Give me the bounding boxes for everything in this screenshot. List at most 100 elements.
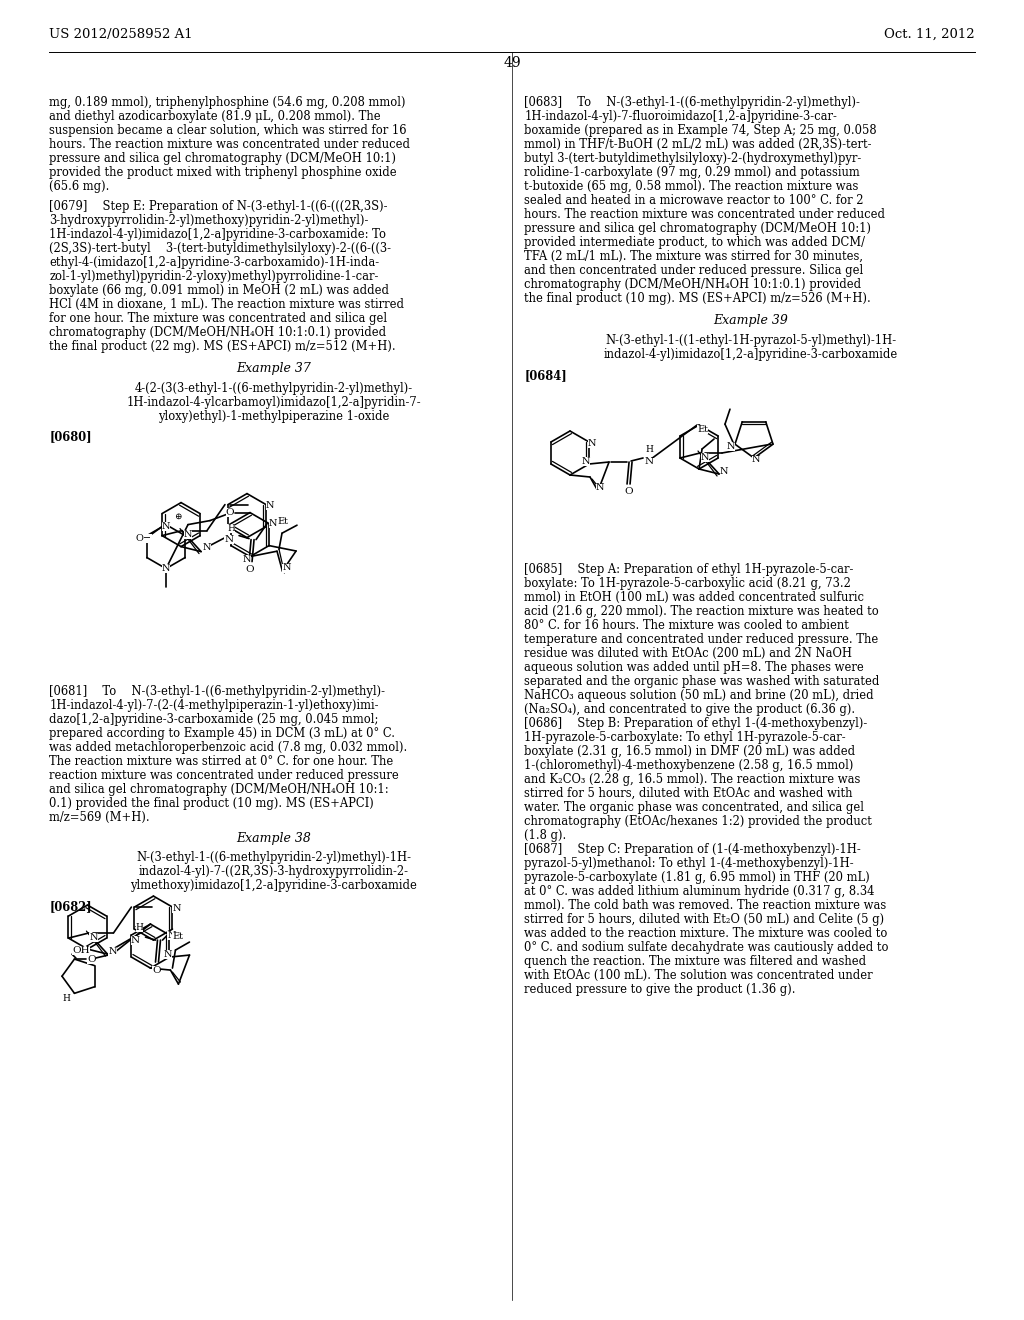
Text: the final product (10 mg). MS (ES+APCI) m/z=526 (M+H).: the final product (10 mg). MS (ES+APCI) … [524, 292, 871, 305]
Text: 1H-pyrazole-5-carboxylate: To ethyl 1H-pyrazole-5-car-: 1H-pyrazole-5-carboxylate: To ethyl 1H-p… [524, 731, 846, 744]
Text: [0685]  Step A: Preparation of ethyl 1H-pyrazole-5-car-: [0685] Step A: Preparation of ethyl 1H-p… [524, 564, 854, 576]
Text: ⊕: ⊕ [174, 512, 181, 521]
Text: 4-(2-(3(3-ethyl-1-((6-methylpyridin-2-yl)methyl)-: 4-(2-(3(3-ethyl-1-((6-methylpyridin-2-yl… [134, 381, 413, 395]
Text: [0683]  To  N-(3-ethyl-1-((6-methylpyridin-2-yl)methyl)-: [0683] To N-(3-ethyl-1-((6-methylpyridin… [524, 96, 860, 110]
Text: 49: 49 [503, 55, 521, 70]
Text: reaction mixture was concentrated under reduced pressure: reaction mixture was concentrated under … [49, 768, 399, 781]
Text: and then concentrated under reduced pressure. Silica gel: and then concentrated under reduced pres… [524, 264, 863, 277]
Text: separated and the organic phase was washed with saturated: separated and the organic phase was wash… [524, 675, 880, 688]
Text: with EtOAc (100 mL). The solution was concentrated under: with EtOAc (100 mL). The solution was co… [524, 969, 872, 982]
Text: [0687]  Step C: Preparation of (1-(4-methoxybenzyl)-1H-: [0687] Step C: Preparation of (1-(4-meth… [524, 843, 861, 855]
Text: N-(3-ethyl-1-((6-methylpyridin-2-yl)methyl)-1H-: N-(3-ethyl-1-((6-methylpyridin-2-yl)meth… [136, 851, 411, 865]
Text: pressure and silica gel chromatography (DCM/MeOH 10:1): pressure and silica gel chromatography (… [49, 152, 396, 165]
Text: at 0° C. was added lithium aluminum hydride (0.317 g, 8.34: at 0° C. was added lithium aluminum hydr… [524, 884, 874, 898]
Text: [0681]  To  N-(3-ethyl-1-((6-methylpyridin-2-yl)methyl)-: [0681] To N-(3-ethyl-1-((6-methylpyridin… [49, 685, 385, 697]
Text: sealed and heated in a microwave reactor to 100° C. for 2: sealed and heated in a microwave reactor… [524, 194, 864, 207]
Text: 1H-indazol-4-yl)imidazo[1,2-a]pyridine-3-carboxamide: To: 1H-indazol-4-yl)imidazo[1,2-a]pyridine-3… [49, 227, 386, 240]
Text: and silica gel chromatography (DCM/MeOH/NH₄OH 10:1:: and silica gel chromatography (DCM/MeOH/… [49, 783, 389, 796]
Text: N: N [582, 457, 590, 466]
Text: N: N [266, 502, 274, 510]
Text: NaHCO₃ aqueous solution (50 mL) and brine (20 mL), dried: NaHCO₃ aqueous solution (50 mL) and brin… [524, 689, 873, 702]
Text: yloxy)ethyl)-1-methylpiperazine 1-oxide: yloxy)ethyl)-1-methylpiperazine 1-oxide [158, 409, 389, 422]
Text: N: N [727, 442, 735, 450]
Text: dazo[1,2-a]pyridine-3-carboxamide (25 mg, 0.045 mmol;: dazo[1,2-a]pyridine-3-carboxamide (25 mg… [49, 713, 379, 726]
Text: [0680]: [0680] [49, 430, 92, 444]
Text: indazol-4-yl)imidazo[1,2-a]pyridine-3-carboxamide: indazol-4-yl)imidazo[1,2-a]pyridine-3-ca… [603, 348, 898, 360]
Text: N: N [172, 904, 181, 912]
Text: N: N [224, 535, 233, 544]
Text: O: O [225, 508, 234, 517]
Text: was added to the reaction mixture. The mixture was cooled to: was added to the reaction mixture. The m… [524, 927, 888, 940]
Text: H: H [135, 923, 143, 932]
Text: N: N [163, 949, 172, 958]
Text: N: N [109, 946, 117, 956]
Text: mg, 0.189 mmol), triphenylphosphine (54.6 mg, 0.208 mmol): mg, 0.189 mmol), triphenylphosphine (54.… [49, 96, 406, 110]
Text: zol-1-yl)methyl)pyridin-2-yloxy)methyl)pyrrolidine-1-car-: zol-1-yl)methyl)pyridin-2-yloxy)methyl)p… [49, 269, 379, 282]
Text: Example 37: Example 37 [236, 362, 311, 375]
Text: N-(3-ethyl-1-((1-ethyl-1H-pyrazol-5-yl)methyl)-1H-: N-(3-ethyl-1-((1-ethyl-1H-pyrazol-5-yl)m… [605, 334, 896, 347]
Text: chromatography (EtOAc/hexanes 1:2) provided the product: chromatography (EtOAc/hexanes 1:2) provi… [524, 814, 872, 828]
Text: mmol). The cold bath was removed. The reaction mixture was: mmol). The cold bath was removed. The re… [524, 899, 887, 912]
Text: [0686]  Step B: Preparation of ethyl 1-(4-methoxybenzyl)-: [0686] Step B: Preparation of ethyl 1-(4… [524, 717, 867, 730]
Text: ethyl-4-(imidazo[1,2-a]pyridine-3-carboxamido)-1H-inda-: ethyl-4-(imidazo[1,2-a]pyridine-3-carbox… [49, 256, 379, 268]
Text: ylmethoxy)imidazo[1,2-a]pyridine-3-carboxamide: ylmethoxy)imidazo[1,2-a]pyridine-3-carbo… [130, 879, 417, 892]
Text: H: H [645, 445, 653, 454]
Text: provided intermediate product, to which was added DCM/: provided intermediate product, to which … [524, 236, 865, 249]
Text: N: N [203, 543, 211, 552]
Text: [0679]  Step E: Preparation of N-(3-ethyl-1-((6-(((2R,3S)-: [0679] Step E: Preparation of N-(3-ethyl… [49, 199, 388, 213]
Text: 1H-indazol-4-ylcarbamoyl)imidazo[1,2-a]pyridin-7-: 1H-indazol-4-ylcarbamoyl)imidazo[1,2-a]p… [126, 396, 421, 409]
Text: N: N [700, 453, 710, 462]
Text: was added metachloroperbenzoic acid (7.8 mg, 0.032 mmol).: was added metachloroperbenzoic acid (7.8… [49, 741, 408, 754]
Text: N: N [588, 438, 596, 447]
Text: reduced pressure to give the product (1.36 g).: reduced pressure to give the product (1.… [524, 983, 796, 997]
Text: and diethyl azodicarboxylate (81.9 μL, 0.208 mmol). The: and diethyl azodicarboxylate (81.9 μL, 0… [49, 110, 381, 123]
Text: boxylate: To 1H-pyrazole-5-carboxylic acid (8.21 g, 73.2: boxylate: To 1H-pyrazole-5-carboxylic ac… [524, 577, 851, 590]
Text: stirred for 5 hours, diluted with Et₂O (50 mL) and Celite (5 g): stirred for 5 hours, diluted with Et₂O (… [524, 913, 885, 927]
Text: Example 38: Example 38 [236, 832, 311, 845]
Text: provided the product mixed with triphenyl phosphine oxide: provided the product mixed with tripheny… [49, 166, 396, 180]
Text: temperature and concentrated under reduced pressure. The: temperature and concentrated under reduc… [524, 634, 879, 645]
Text: Et: Et [172, 932, 183, 941]
Text: 1-(chloromethyl)-4-methoxybenzene (2.58 g, 16.5 mmol): 1-(chloromethyl)-4-methoxybenzene (2.58 … [524, 759, 854, 772]
Text: [0684]: [0684] [524, 370, 567, 381]
Text: N: N [162, 564, 170, 573]
Text: 0° C. and sodium sulfate decahydrate was cautiously added to: 0° C. and sodium sulfate decahydrate was… [524, 941, 889, 954]
Text: chromatography (DCM/MeOH/NH₄OH 10:1:0.1) provided: chromatography (DCM/MeOH/NH₄OH 10:1:0.1)… [49, 326, 386, 339]
Text: 0.1) provided the final product (10 mg). MS (ES+APCI): 0.1) provided the final product (10 mg).… [49, 796, 374, 809]
Text: aqueous solution was added until pH=8. The phases were: aqueous solution was added until pH=8. T… [524, 661, 864, 675]
Text: N: N [167, 931, 176, 940]
Text: chromatography (DCM/MeOH/NH₄OH 10:1:0.1) provided: chromatography (DCM/MeOH/NH₄OH 10:1:0.1)… [524, 279, 861, 290]
Text: N: N [752, 455, 760, 465]
Text: US 2012/0258952 A1: US 2012/0258952 A1 [49, 28, 193, 41]
Text: O: O [625, 487, 634, 496]
Text: N: N [644, 458, 653, 466]
Text: O: O [87, 954, 96, 964]
Text: (1.8 g).: (1.8 g). [524, 829, 566, 842]
Text: N: N [720, 466, 728, 475]
Text: and K₂CO₃ (2.28 g, 16.5 mmol). The reaction mixture was: and K₂CO₃ (2.28 g, 16.5 mmol). The react… [524, 774, 860, 785]
Text: N: N [269, 519, 278, 528]
Text: The reaction mixture was stirred at 0° C. for one hour. The: The reaction mixture was stirred at 0° C… [49, 755, 393, 768]
Text: mmol) in THF/t-BuOH (2 mL/2 mL) was added (2R,3S)-tert-: mmol) in THF/t-BuOH (2 mL/2 mL) was adde… [524, 139, 871, 150]
Text: stirred for 5 hours, diluted with EtOAc and washed with: stirred for 5 hours, diluted with EtOAc … [524, 787, 853, 800]
Text: boxylate (2.31 g, 16.5 mmol) in DMF (20 mL) was added: boxylate (2.31 g, 16.5 mmol) in DMF (20 … [524, 744, 855, 758]
Text: N: N [283, 564, 291, 573]
Text: rolidine-1-carboxylate (97 mg, 0.29 mmol) and potassium: rolidine-1-carboxylate (97 mg, 0.29 mmol… [524, 166, 860, 180]
Text: acid (21.6 g, 220 mmol). The reaction mixture was heated to: acid (21.6 g, 220 mmol). The reaction mi… [524, 605, 879, 618]
Text: boxamide (prepared as in Example 74, Step A; 25 mg, 0.058: boxamide (prepared as in Example 74, Ste… [524, 124, 877, 137]
Text: 1H-indazol-4-yl)-7-fluoroimidazo[1,2-a]pyridine-3-car-: 1H-indazol-4-yl)-7-fluoroimidazo[1,2-a]p… [524, 110, 838, 123]
Text: [0682]: [0682] [49, 900, 92, 913]
Text: t-butoxide (65 mg, 0.58 mmol). The reaction mixture was: t-butoxide (65 mg, 0.58 mmol). The react… [524, 180, 859, 193]
Text: H: H [227, 524, 234, 533]
Text: quench the reaction. The mixture was filtered and washed: quench the reaction. The mixture was fil… [524, 954, 866, 968]
Text: indazol-4-yl)-7-((2R,3S)-3-hydroxypyrrolidin-2-: indazol-4-yl)-7-((2R,3S)-3-hydroxypyrrol… [138, 865, 409, 878]
Text: N: N [243, 556, 251, 564]
Text: pressure and silica gel chromatography (DCM/MeOH 10:1): pressure and silica gel chromatography (… [524, 222, 871, 235]
Text: Oct. 11, 2012: Oct. 11, 2012 [884, 28, 975, 41]
Text: O: O [246, 565, 254, 574]
Text: hours. The reaction mixture was concentrated under reduced: hours. The reaction mixture was concentr… [524, 209, 886, 220]
Text: 3-hydroxypyrrolidin-2-yl)methoxy)pyridin-2-yl)methyl)-: 3-hydroxypyrrolidin-2-yl)methoxy)pyridin… [49, 214, 369, 227]
Text: for one hour. The mixture was concentrated and silica gel: for one hour. The mixture was concentrat… [49, 312, 387, 325]
Text: N: N [162, 523, 170, 531]
Text: boxylate (66 mg, 0.091 mmol) in MeOH (2 mL) was added: boxylate (66 mg, 0.091 mmol) in MeOH (2 … [49, 284, 389, 297]
